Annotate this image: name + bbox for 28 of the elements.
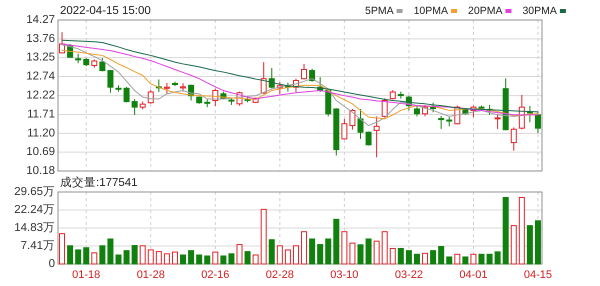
y-tick-label: 11.20 (27, 127, 55, 140)
legend-label: 30PMA (522, 5, 557, 17)
y-tick-label: 13.25 (26, 52, 55, 64)
y-tick-label: 10.18 (26, 165, 55, 177)
x-tick-label: 02-16 (201, 269, 230, 281)
x-tick-label: 02-28 (266, 269, 294, 281)
legend-label: 20PMA (468, 5, 502, 17)
y-tick-label: 0 (48, 258, 55, 270)
text: 成交量:177541 (60, 175, 138, 189)
y-tick-label: 13.76 (26, 32, 55, 45)
chart-title: 2022-04-15 15:00 (60, 5, 151, 17)
x-tick-label: 04-01 (459, 269, 488, 281)
legend-label: 10PMA (414, 5, 448, 17)
x-tick-label: 03-22 (394, 269, 423, 281)
legend-label: 5PMA (365, 5, 394, 17)
y-tick-label: 10.69 (26, 146, 55, 158)
y-tick-label: 11.71 (27, 108, 55, 121)
y-tick-label: 22.24万 (14, 202, 55, 216)
y-tick-label: 14.27 (26, 14, 55, 26)
y-tick-label: 7.41万 (20, 239, 55, 252)
y-tick-label: 12.74 (26, 70, 56, 82)
x-tick-label: 01-28 (136, 269, 165, 281)
y-tick-label: 14.83万 (14, 220, 55, 234)
y-tick-label: 12.22 (26, 90, 55, 102)
x-tick-label: 04-15 (524, 269, 552, 281)
x-tick-label: 01-18 (72, 269, 100, 281)
x-tick-label: 03-10 (330, 269, 358, 281)
y-tick-label: 29.65万 (14, 185, 55, 198)
